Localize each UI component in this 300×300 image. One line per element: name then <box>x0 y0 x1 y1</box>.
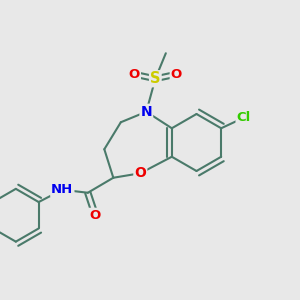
Text: O: O <box>134 166 146 180</box>
Text: O: O <box>129 68 140 81</box>
Text: NH: NH <box>51 183 74 196</box>
Text: N: N <box>140 105 152 119</box>
Text: O: O <box>171 68 182 81</box>
Text: Cl: Cl <box>237 111 251 124</box>
Text: S: S <box>150 71 160 86</box>
Text: O: O <box>90 209 101 222</box>
